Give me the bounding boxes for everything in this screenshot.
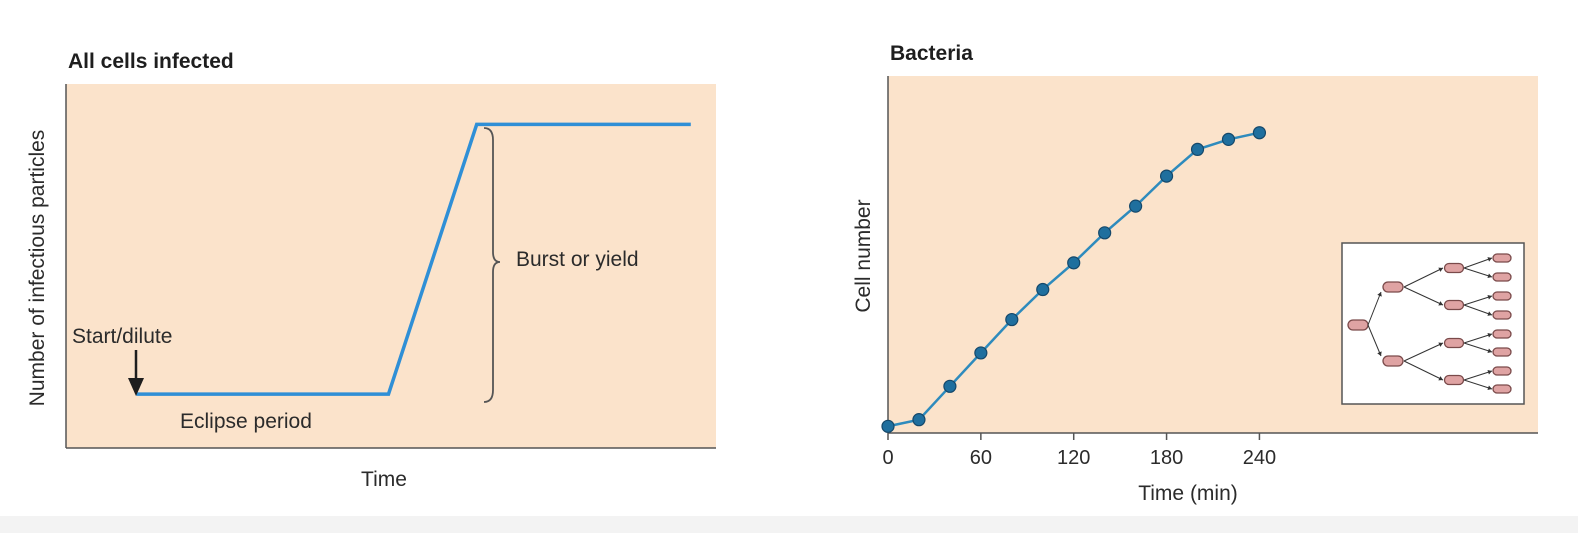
inset-cells — [1347, 253, 1512, 394]
division-arrow — [1403, 360, 1444, 381]
division-arrow — [1463, 257, 1493, 269]
arrow-head-icon — [1487, 294, 1492, 300]
division-arrow — [1403, 267, 1444, 288]
bacterium-cell — [1492, 253, 1512, 263]
left-chart: All cells infected Number of infectious … — [26, 50, 716, 491]
arrow-head-icon — [1487, 369, 1492, 375]
data-point — [974, 346, 988, 360]
arrow-head-icon — [1487, 273, 1492, 279]
division-arrow — [1403, 342, 1444, 362]
division-arrow — [1463, 304, 1493, 316]
data-point — [1129, 199, 1143, 213]
bacterium-cell — [1443, 262, 1465, 274]
bacterium-cell — [1492, 272, 1512, 282]
division-arrow — [1463, 342, 1493, 353]
right-chart: Bacteria Cell number Time (min) 0 60 120 18… — [852, 42, 1538, 505]
right-series-points — [881, 126, 1267, 433]
burst-yield-label: Burst or yield — [516, 248, 639, 271]
division-arrow — [1463, 370, 1493, 381]
bacterium-cell — [1492, 329, 1512, 339]
left-x-axis-label: Time — [361, 468, 407, 491]
data-point — [1190, 142, 1205, 157]
division-arrow — [1367, 324, 1382, 357]
inset-box — [1341, 242, 1525, 405]
bacterium-cell — [1443, 299, 1465, 311]
data-point — [881, 419, 895, 433]
arrow-head-icon — [1487, 332, 1492, 338]
arrow-head-icon — [1377, 351, 1382, 356]
division-arrow — [1463, 379, 1493, 390]
bacterium-cell — [1443, 337, 1465, 349]
right-chart-title: Bacteria — [890, 42, 973, 65]
bacterium-cell — [1492, 310, 1512, 320]
division-arrow — [1367, 291, 1382, 326]
right-x-ticks: 0 60 120 180 240 — [882, 433, 1276, 469]
bacterium-cell — [1382, 281, 1404, 293]
x-tick-label: 180 — [1150, 447, 1183, 469]
arrow-head-icon — [1377, 292, 1382, 297]
right-x-axis-label: Time (min) — [1138, 482, 1238, 505]
division-arrow — [1463, 333, 1493, 344]
arrow-head-icon — [1438, 301, 1443, 306]
bacterium-cell — [1492, 347, 1512, 357]
arrow-head-icon — [1487, 311, 1492, 316]
data-point — [1036, 282, 1050, 297]
bacterium-cell — [1443, 374, 1465, 386]
bacterium-cell — [1492, 291, 1512, 301]
bacterium-cell — [1382, 355, 1404, 367]
left-chart-title: All cells infected — [68, 50, 234, 73]
arrow-head-icon — [1438, 342, 1443, 347]
data-point — [912, 413, 926, 427]
arrow-head-icon — [1487, 385, 1492, 391]
arrow-head-icon — [1487, 348, 1492, 354]
arrow-head-icon — [1438, 267, 1443, 272]
data-point — [943, 379, 957, 393]
data-point — [1067, 256, 1081, 270]
x-tick-label: 240 — [1243, 447, 1276, 469]
data-point — [1159, 169, 1174, 183]
right-y-axis-label: Cell number — [852, 199, 875, 312]
left-series-line — [136, 122, 691, 396]
data-point — [1221, 132, 1236, 146]
bacterium-cell — [1347, 319, 1369, 331]
bacterium-cell — [1492, 366, 1512, 376]
eclipse-period-label: Eclipse period — [180, 410, 312, 433]
x-tick-label: 0 — [882, 447, 893, 469]
data-point — [1005, 312, 1019, 327]
x-tick-label: 60 — [970, 447, 992, 469]
burst-brace — [483, 127, 501, 403]
division-arrow — [1403, 286, 1444, 306]
left-y-axis-label: Number of infectious particles — [26, 130, 49, 407]
arrow-head-icon — [1438, 376, 1443, 381]
data-point — [1252, 126, 1267, 140]
start-dilute-label: Start/dilute — [72, 325, 172, 348]
division-arrow — [1463, 267, 1493, 278]
bottom-strip — [0, 516, 1578, 533]
binary-fission-inset — [1341, 242, 1525, 405]
data-point — [1098, 226, 1112, 240]
arrow-head-icon — [1487, 257, 1492, 262]
division-arrow — [1463, 295, 1493, 306]
x-tick-label: 120 — [1057, 447, 1090, 469]
bacterium-cell — [1492, 384, 1512, 394]
start-arrow-head-icon — [128, 378, 144, 396]
